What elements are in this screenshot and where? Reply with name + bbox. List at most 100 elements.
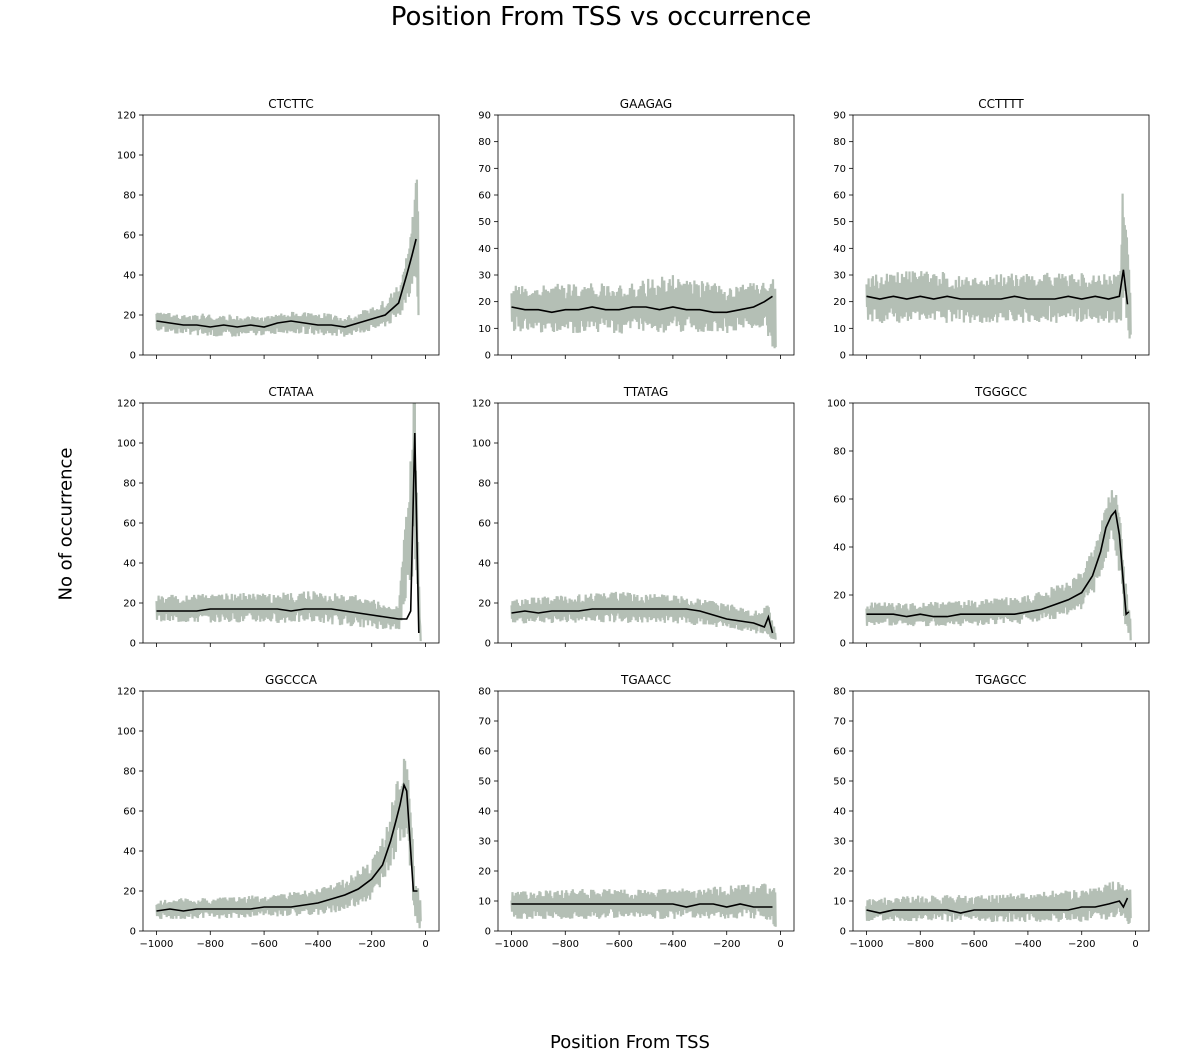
y-tick-label: 40 xyxy=(478,559,491,570)
y-tick-label: 120 xyxy=(117,687,136,698)
y-tick-label: 80 xyxy=(478,687,491,698)
x-tick-label: −200 xyxy=(358,939,385,950)
subplot-cctttt: 0 10 20 30 40 50 60 70 80 90 CCTTTT xyxy=(833,97,1150,362)
y-tick-label: 0 xyxy=(485,639,491,650)
subplot-ctataa: 0 20 40 60 80 100 120 CTATAA xyxy=(117,385,440,650)
subplot-tgagcc: 0 10 20 30 40 50 60 70 80 −1000 −800 −600 −400 −200 0 T… xyxy=(833,673,1150,950)
raw-series-tgagcc xyxy=(865,881,1132,925)
figure-x-label: Position From TSS xyxy=(550,1032,710,1053)
y-tick-label: 30 xyxy=(478,271,491,282)
y-tick-label: 20 xyxy=(833,867,846,878)
raw-series-ttatag xyxy=(510,591,777,640)
y-tick-label: 40 xyxy=(833,807,846,818)
y-tick-label: 0 xyxy=(130,639,136,650)
figure-title: Position From TSS vs occurrence xyxy=(390,2,812,32)
y-tick-label: 40 xyxy=(833,244,846,255)
y-tick-label: 50 xyxy=(478,217,491,228)
subplot-title: CCTTTT xyxy=(978,97,1024,111)
x-tick-label: −800 xyxy=(907,939,934,950)
y-tick-label: 0 xyxy=(485,351,491,362)
smooth-series-ctcttc xyxy=(156,238,417,328)
y-tick-label: 60 xyxy=(478,519,491,530)
raw-series-tgggcc xyxy=(865,490,1132,641)
raw-series-cctttt xyxy=(865,193,1132,339)
y-tick-label: 40 xyxy=(123,271,136,282)
y-tick-label: 20 xyxy=(123,311,136,322)
y-tick-label: 40 xyxy=(123,847,136,858)
y-tick-label: 40 xyxy=(833,543,846,554)
x-tick-label: −600 xyxy=(605,939,632,950)
axes-frame xyxy=(852,114,1150,356)
x-tick-label: 0 xyxy=(1132,939,1138,950)
x-tick-label: −400 xyxy=(304,939,331,950)
y-tick-label: 30 xyxy=(833,271,846,282)
subplot-tgggcc: 0 20 40 60 80 100 TGGGCC xyxy=(827,385,1150,650)
y-tick-label: 70 xyxy=(478,164,491,175)
subplot-ttatag: 0 20 40 60 80 100 120 TTATAG xyxy=(472,385,795,650)
y-tick-label: 80 xyxy=(833,447,846,458)
subplot-title: GAAGAG xyxy=(620,97,672,111)
raw-series-tgaacc xyxy=(510,883,777,927)
y-tick-label: 20 xyxy=(478,867,491,878)
subplot-ctcttc: 0 20 40 60 80 100 120 CTCTTC xyxy=(117,97,440,362)
y-tick-label: 100 xyxy=(827,399,846,410)
x-tick-label: −1000 xyxy=(495,939,529,950)
y-tick-label: 120 xyxy=(472,399,491,410)
y-tick-label: 20 xyxy=(478,297,491,308)
subplot-gaagag: 0 10 20 30 40 50 60 70 80 90 GAAGAG xyxy=(478,97,795,362)
y-tick-label: 80 xyxy=(833,137,846,148)
y-tick-label: 80 xyxy=(478,479,491,490)
y-tick-label: 60 xyxy=(123,231,136,242)
subplot-tgaacc: 0 10 20 30 40 50 60 70 80 −1000 −800 −600 −400 −200 0 T… xyxy=(478,673,795,950)
x-tick-label: −1000 xyxy=(850,939,884,950)
x-tick-label: −1000 xyxy=(140,939,174,950)
y-tick-label: 20 xyxy=(478,599,491,610)
y-tick-label: 0 xyxy=(840,927,846,938)
y-tick-label: 90 xyxy=(833,111,846,122)
y-tick-label: 70 xyxy=(833,717,846,728)
subplot-title: TGAGCC xyxy=(975,673,1027,687)
y-tick-label: 60 xyxy=(478,747,491,758)
x-tick-label: −800 xyxy=(197,939,224,950)
subplot-title: TGAACC xyxy=(620,673,671,687)
y-tick-label: 10 xyxy=(833,897,846,908)
smooth-series-tgggcc xyxy=(866,509,1130,618)
subplot-title: TTATAG xyxy=(623,385,669,399)
smooth-series-tgagcc xyxy=(866,897,1129,914)
y-tick-label: 80 xyxy=(833,687,846,698)
y-tick-label: 80 xyxy=(478,137,491,148)
y-tick-label: 120 xyxy=(117,399,136,410)
y-tick-label: 120 xyxy=(117,111,136,122)
y-tick-label: 30 xyxy=(833,837,846,848)
x-tick-label: −600 xyxy=(250,939,277,950)
y-tick-label: 0 xyxy=(840,351,846,362)
y-tick-label: 60 xyxy=(478,191,491,202)
y-tick-label: 80 xyxy=(123,191,136,202)
y-tick-label: 100 xyxy=(472,439,491,450)
y-tick-label: 60 xyxy=(123,519,136,530)
y-tick-label: 60 xyxy=(833,191,846,202)
y-tick-label: 70 xyxy=(478,717,491,728)
raw-series-ggccca xyxy=(155,758,422,929)
y-tick-label: 70 xyxy=(833,164,846,175)
smooth-series-gaagag xyxy=(511,295,773,314)
x-tick-label: 0 xyxy=(422,939,428,950)
y-tick-label: 10 xyxy=(833,324,846,335)
y-tick-label: 60 xyxy=(833,495,846,506)
smooth-series-tgaacc xyxy=(511,903,773,908)
y-tick-label: 20 xyxy=(833,591,846,602)
y-tick-label: 80 xyxy=(123,479,136,490)
y-tick-label: 50 xyxy=(478,777,491,788)
smooth-series-ttatag xyxy=(511,608,774,634)
y-tick-label: 50 xyxy=(833,217,846,228)
y-tick-label: 60 xyxy=(833,747,846,758)
x-tick-label: 0 xyxy=(777,939,783,950)
y-tick-label: 100 xyxy=(117,727,136,738)
y-tick-label: 90 xyxy=(478,111,491,122)
subplot-title: GGCCCA xyxy=(265,673,318,687)
x-tick-label: −600 xyxy=(960,939,987,950)
x-tick-label: −200 xyxy=(1068,939,1095,950)
raw-series-ctataa xyxy=(155,403,422,642)
y-tick-label: 0 xyxy=(485,927,491,938)
